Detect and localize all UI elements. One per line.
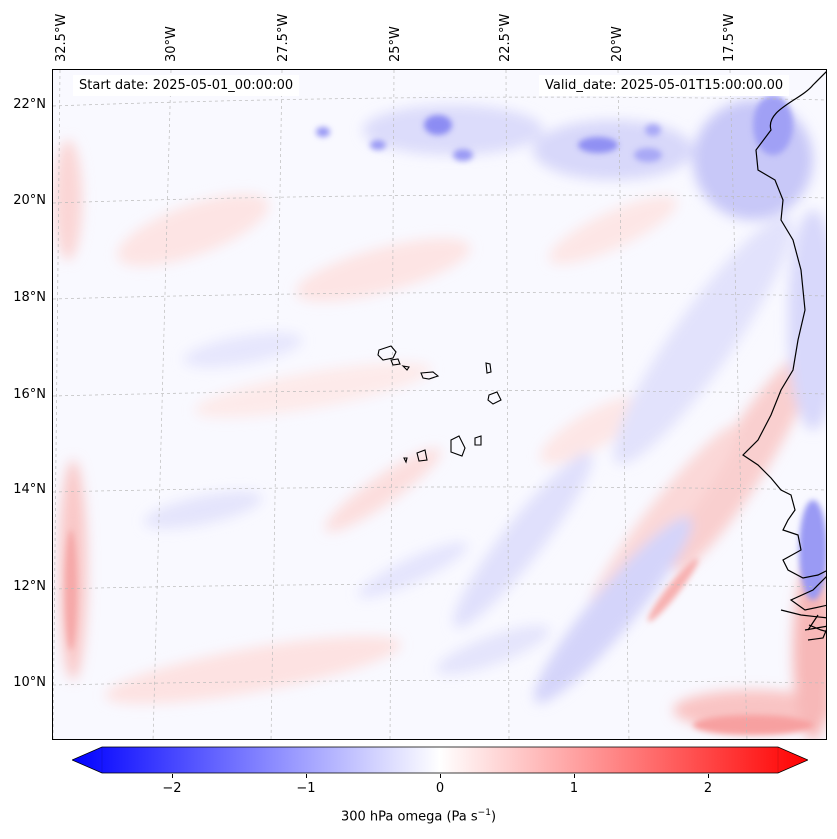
valid-date-label: Valid_date: 2025-05-01T15:00:00.00 [539,75,790,96]
omega-strong-cells [65,95,826,735]
colorbar-tick-label: −1 [296,781,316,796]
lat-label-22n: 22°N [13,97,46,112]
colorbar-tick-mark [574,774,575,778]
map-panel[interactable] [52,69,827,740]
start-date-label: Start date: 2025-05-01_00:00:00 [73,75,300,96]
lon-label-27-5w: 27.5°W [276,13,291,62]
lat-label-16n: 16°N [13,387,46,402]
omega-field-map [53,70,826,739]
colorbar-title-exponent: −1 [477,808,491,818]
coastline [742,71,826,641]
colorbar-tick-label: −2 [162,781,182,796]
graticule [53,70,826,739]
colorbar-title-main: 300 hPa omega (Pa s [340,809,478,825]
lat-label-14n: 14°N [13,482,46,497]
colorbar-tick-mark [172,774,173,778]
lat-label-20n: 20°N [13,193,46,208]
lon-label-20w: 20°W [610,26,625,62]
colorbar-tick-label: 2 [703,781,713,796]
lon-label-32-5w: 32.5°W [54,13,69,62]
lon-label-25w: 25°W [388,26,403,62]
colorbar-title: 300 hPa omega (Pa s−1) [0,808,837,824]
colorbar-tick-label: 1 [569,781,579,796]
lon-label-30w: 30°W [164,26,179,62]
colorbar-tick-mark [440,774,441,778]
colorbar-tick-mark [708,774,709,778]
colorbar-tick-mark [306,774,307,778]
lon-label-22-5w: 22.5°W [498,13,513,62]
omega-shading [54,100,826,739]
lat-label-18n: 18°N [13,290,46,305]
lon-label-17-5w: 17.5°W [722,13,737,62]
lat-label-10n: 10°N [13,675,46,690]
colorbar-title-end: ) [490,809,497,825]
lat-label-12n: 12°N [13,579,46,594]
cape-verde-islands [377,345,502,464]
colorbar-tick-label: 0 [435,781,445,796]
colorbar-gradient [70,746,810,774]
